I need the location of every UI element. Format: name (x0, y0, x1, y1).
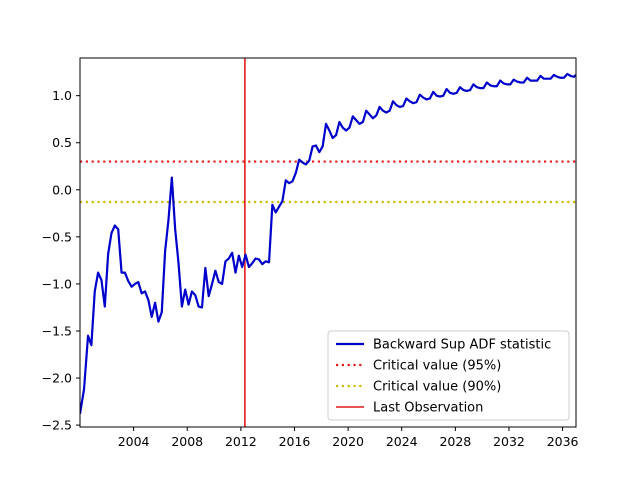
y-tick-label: 0.5 (52, 135, 72, 150)
legend-label: Last Observation (373, 401, 483, 416)
y-tick-label: −1.5 (42, 323, 72, 338)
series-line-backward-sup-adf (80, 72, 576, 414)
axes-frame (79, 57, 577, 428)
legend: Backward Sup ADF statistic Critical value… (327, 330, 570, 421)
x-tick-label: 2016 (279, 434, 311, 449)
legend-label: Critical value (90%) (373, 380, 501, 395)
x-tick-label: 2020 (332, 434, 364, 449)
y-tick-label: 1.0 (52, 88, 72, 103)
legend-label: Backward Sup ADF statistic (373, 338, 551, 353)
x-tick-label: 2028 (439, 434, 471, 449)
y-tick-label: −1.0 (42, 276, 72, 291)
x-tick-label: 2012 (225, 434, 257, 449)
axes: 2004 2008 2012 2016 2020 2024 2028 2032 2036 −2.5… (42, 57, 579, 449)
legend-box (327, 330, 570, 421)
x-tick-label: 2024 (386, 434, 418, 449)
plot-area (80, 58, 576, 427)
legend-label: Critical value (95%) (373, 359, 501, 374)
y-tick-label: 0.0 (52, 182, 72, 197)
x-tick-label: 2008 (171, 434, 203, 449)
y-tick-label: −0.5 (42, 229, 72, 244)
y-tick-label: −2.0 (42, 371, 72, 386)
x-tick-label: 2036 (547, 434, 579, 449)
x-tick-label: 2004 (118, 434, 150, 449)
y-tick-label: −2.5 (42, 418, 72, 433)
x-tick-label: 2032 (493, 434, 525, 449)
